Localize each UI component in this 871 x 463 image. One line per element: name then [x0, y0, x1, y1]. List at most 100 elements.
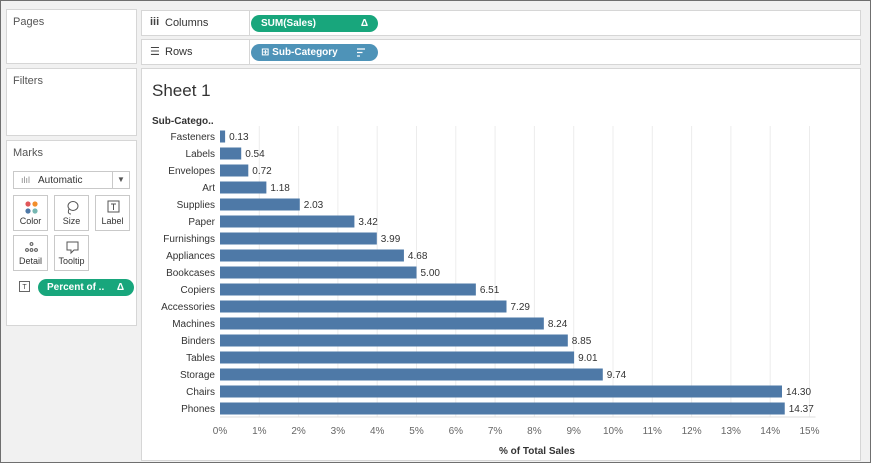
category-label: Bookcases [166, 268, 215, 279]
x-tick-label: 10% [603, 426, 623, 437]
tooltip-label: Tooltip [58, 256, 85, 266]
bar-chart-icon: ılıl [21, 175, 30, 185]
category-label: Envelopes [168, 166, 215, 177]
rows-label: Rows [165, 46, 193, 58]
data-label: 3.99 [381, 234, 401, 245]
data-label: 8.85 [572, 336, 592, 347]
rows-shelf[interactable]: ☰ Rows ⊞ Sub-Category [141, 39, 861, 65]
bar [220, 368, 603, 381]
rows-icon: ☰ [150, 46, 160, 58]
bar [220, 300, 507, 313]
data-label: 5.00 [421, 268, 441, 279]
category-label: Supplies [177, 200, 215, 211]
category-label: Accessories [161, 302, 215, 313]
columns-icon: iii [150, 16, 160, 28]
category-label: Art [202, 183, 215, 194]
category-label: Machines [172, 319, 215, 330]
chevron-down-icon[interactable]: ▼ [112, 172, 129, 188]
sort-descending-icon [357, 48, 365, 57]
x-tick-label: 0% [213, 426, 228, 437]
bar [220, 385, 782, 398]
data-label: 1.18 [270, 183, 290, 194]
label-label: Label [101, 216, 124, 226]
pages-card[interactable]: Pages [6, 9, 137, 64]
data-label: 6.51 [480, 285, 500, 296]
detail-dots-icon [25, 242, 38, 252]
x-tick-label: 8% [527, 426, 542, 437]
marks-card: Marks ılıl Automatic ▼ Color Size [6, 140, 137, 326]
category-label: Labels [186, 149, 215, 160]
delta-icon: Δ [360, 18, 368, 29]
x-tick-label: 12% [682, 426, 702, 437]
bar [220, 351, 575, 364]
category-label: Furnishings [163, 234, 215, 245]
pages-title: Pages [13, 16, 45, 28]
bar [220, 334, 568, 347]
x-tick-label: 5% [409, 426, 424, 437]
shelf-divider [249, 40, 250, 64]
color-button[interactable]: Color [13, 195, 48, 231]
size-button[interactable]: Size [54, 195, 89, 231]
x-tick-label: 9% [566, 426, 581, 437]
category-label: Tables [186, 353, 215, 364]
data-label: 14.37 [789, 404, 814, 415]
sum-sales-label: SUM(Sales) [261, 18, 317, 29]
sum-sales-pill[interactable]: SUM(Sales) Δ [251, 15, 378, 32]
data-label: 0.13 [229, 132, 249, 143]
bar [220, 215, 355, 228]
color-label: Color [19, 216, 42, 226]
tooltip-button[interactable]: Tooltip [54, 235, 89, 271]
marks-title: Marks [13, 147, 43, 159]
text-label-icon [107, 200, 120, 213]
tooltip-bubble-icon [66, 241, 79, 255]
detail-label: Detail [18, 256, 42, 266]
data-label: 9.74 [607, 370, 627, 381]
size-lasso-icon [67, 201, 79, 215]
sheet-view: Sheet 1 Sub-Catego.. Fasteners 0.13 Labels 0… [141, 68, 861, 461]
category-label: Chairs [186, 387, 215, 398]
data-label: 9.01 [578, 353, 598, 364]
bar [220, 130, 226, 143]
filters-title: Filters [13, 75, 43, 87]
data-label: 2.03 [304, 200, 324, 211]
shelf-divider [249, 11, 250, 35]
x-tick-label: 6% [449, 426, 464, 437]
x-tick-label: 1% [252, 426, 267, 437]
size-label: Size [62, 216, 81, 226]
delta-icon: Δ [116, 282, 124, 293]
data-label: 8.24 [548, 319, 568, 330]
category-label: Copiers [181, 285, 215, 296]
mark-type-dropdown[interactable]: ılıl Automatic ▼ [13, 171, 130, 189]
columns-label: Columns [165, 17, 209, 29]
category-label: Storage [180, 370, 215, 381]
bar [220, 198, 300, 211]
filters-card[interactable]: Filters [6, 68, 137, 136]
x-tick-label: 15% [799, 426, 819, 437]
x-tick-label: 14% [760, 426, 780, 437]
bar [220, 266, 417, 279]
columns-shelf[interactable]: iii Columns SUM(Sales) Δ [141, 10, 861, 36]
row-header: Sub-Catego.. [152, 116, 214, 127]
text-mark-icon: T [19, 281, 30, 292]
bar-chart: Sub-Catego.. Fasteners 0.13 Labels 0.54 Envel… [152, 116, 820, 457]
category-label: Appliances [166, 251, 215, 262]
data-label: 0.54 [245, 149, 265, 160]
x-axis-title: % of Total Sales [499, 446, 575, 457]
mark-type-value: Automatic [38, 175, 83, 186]
category-label: Fasteners [171, 132, 215, 143]
bar [220, 249, 404, 262]
x-tick-label: 11% [643, 426, 662, 437]
data-label: 7.29 [510, 302, 530, 313]
label-button[interactable]: Label [95, 195, 130, 231]
bar [220, 317, 544, 330]
percent-of-total-pill[interactable]: Percent of .. Δ [38, 279, 134, 296]
category-label: Paper [188, 217, 215, 228]
sub-category-pill[interactable]: ⊞ Sub-Category [251, 44, 378, 61]
detail-button[interactable]: Detail [13, 235, 48, 271]
x-tick-label: 3% [331, 426, 346, 437]
data-label: 4.68 [408, 251, 428, 262]
bar [220, 232, 377, 245]
x-tick-label: 13% [721, 426, 741, 437]
color-dots-icon [25, 201, 38, 214]
x-tick-label: 4% [370, 426, 385, 437]
